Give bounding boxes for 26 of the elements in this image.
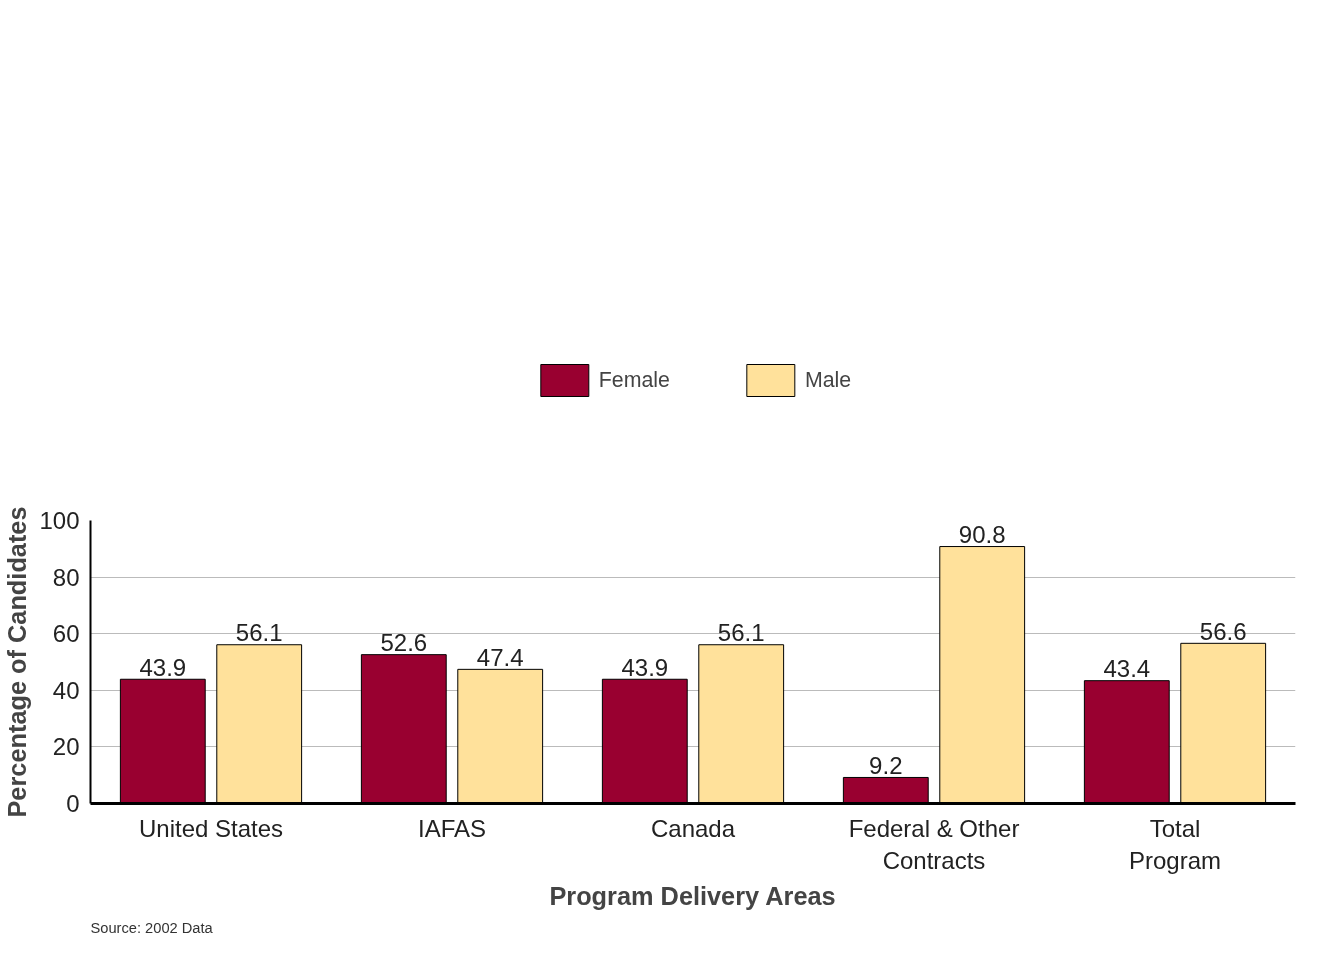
y-tick-label: 100 [39, 507, 80, 534]
y-tick-label: 80 [52, 563, 80, 591]
data-label: 43.9 [139, 653, 187, 681]
data-label: 56.6 [1199, 617, 1247, 645]
legend-label: Female [598, 367, 670, 393]
x-tick-label: IAFAS [417, 814, 487, 842]
y-tick-label: 40 [52, 676, 80, 704]
x-tick-label: Total Program [1128, 814, 1222, 874]
data-label: 56.1 [235, 619, 283, 647]
y-tick-label: 60 [52, 620, 80, 648]
x-tick-label: Canada [650, 814, 736, 842]
data-label: 90.8 [958, 521, 1006, 549]
y-tick-label: 20 [52, 733, 80, 761]
data-label: 43.9 [621, 653, 669, 681]
source-note: Source: 2002 Data [90, 919, 214, 936]
data-label: 9.2 [869, 752, 903, 780]
data-label: 43.4 [1103, 655, 1151, 683]
legend-label: Male [804, 367, 852, 393]
x-tick-label: United States [138, 814, 284, 842]
x-tick-label: Federal & Other Contracts [848, 814, 1020, 874]
x-axis-title: Program Delivery Areas [549, 881, 836, 910]
y-tick-label: 0 [66, 790, 80, 817]
data-label: 52.6 [380, 629, 428, 657]
data-label: 56.1 [717, 619, 765, 647]
y-axis-title: Percentage of Candidates [3, 506, 32, 818]
data-label: 47.4 [476, 643, 524, 671]
